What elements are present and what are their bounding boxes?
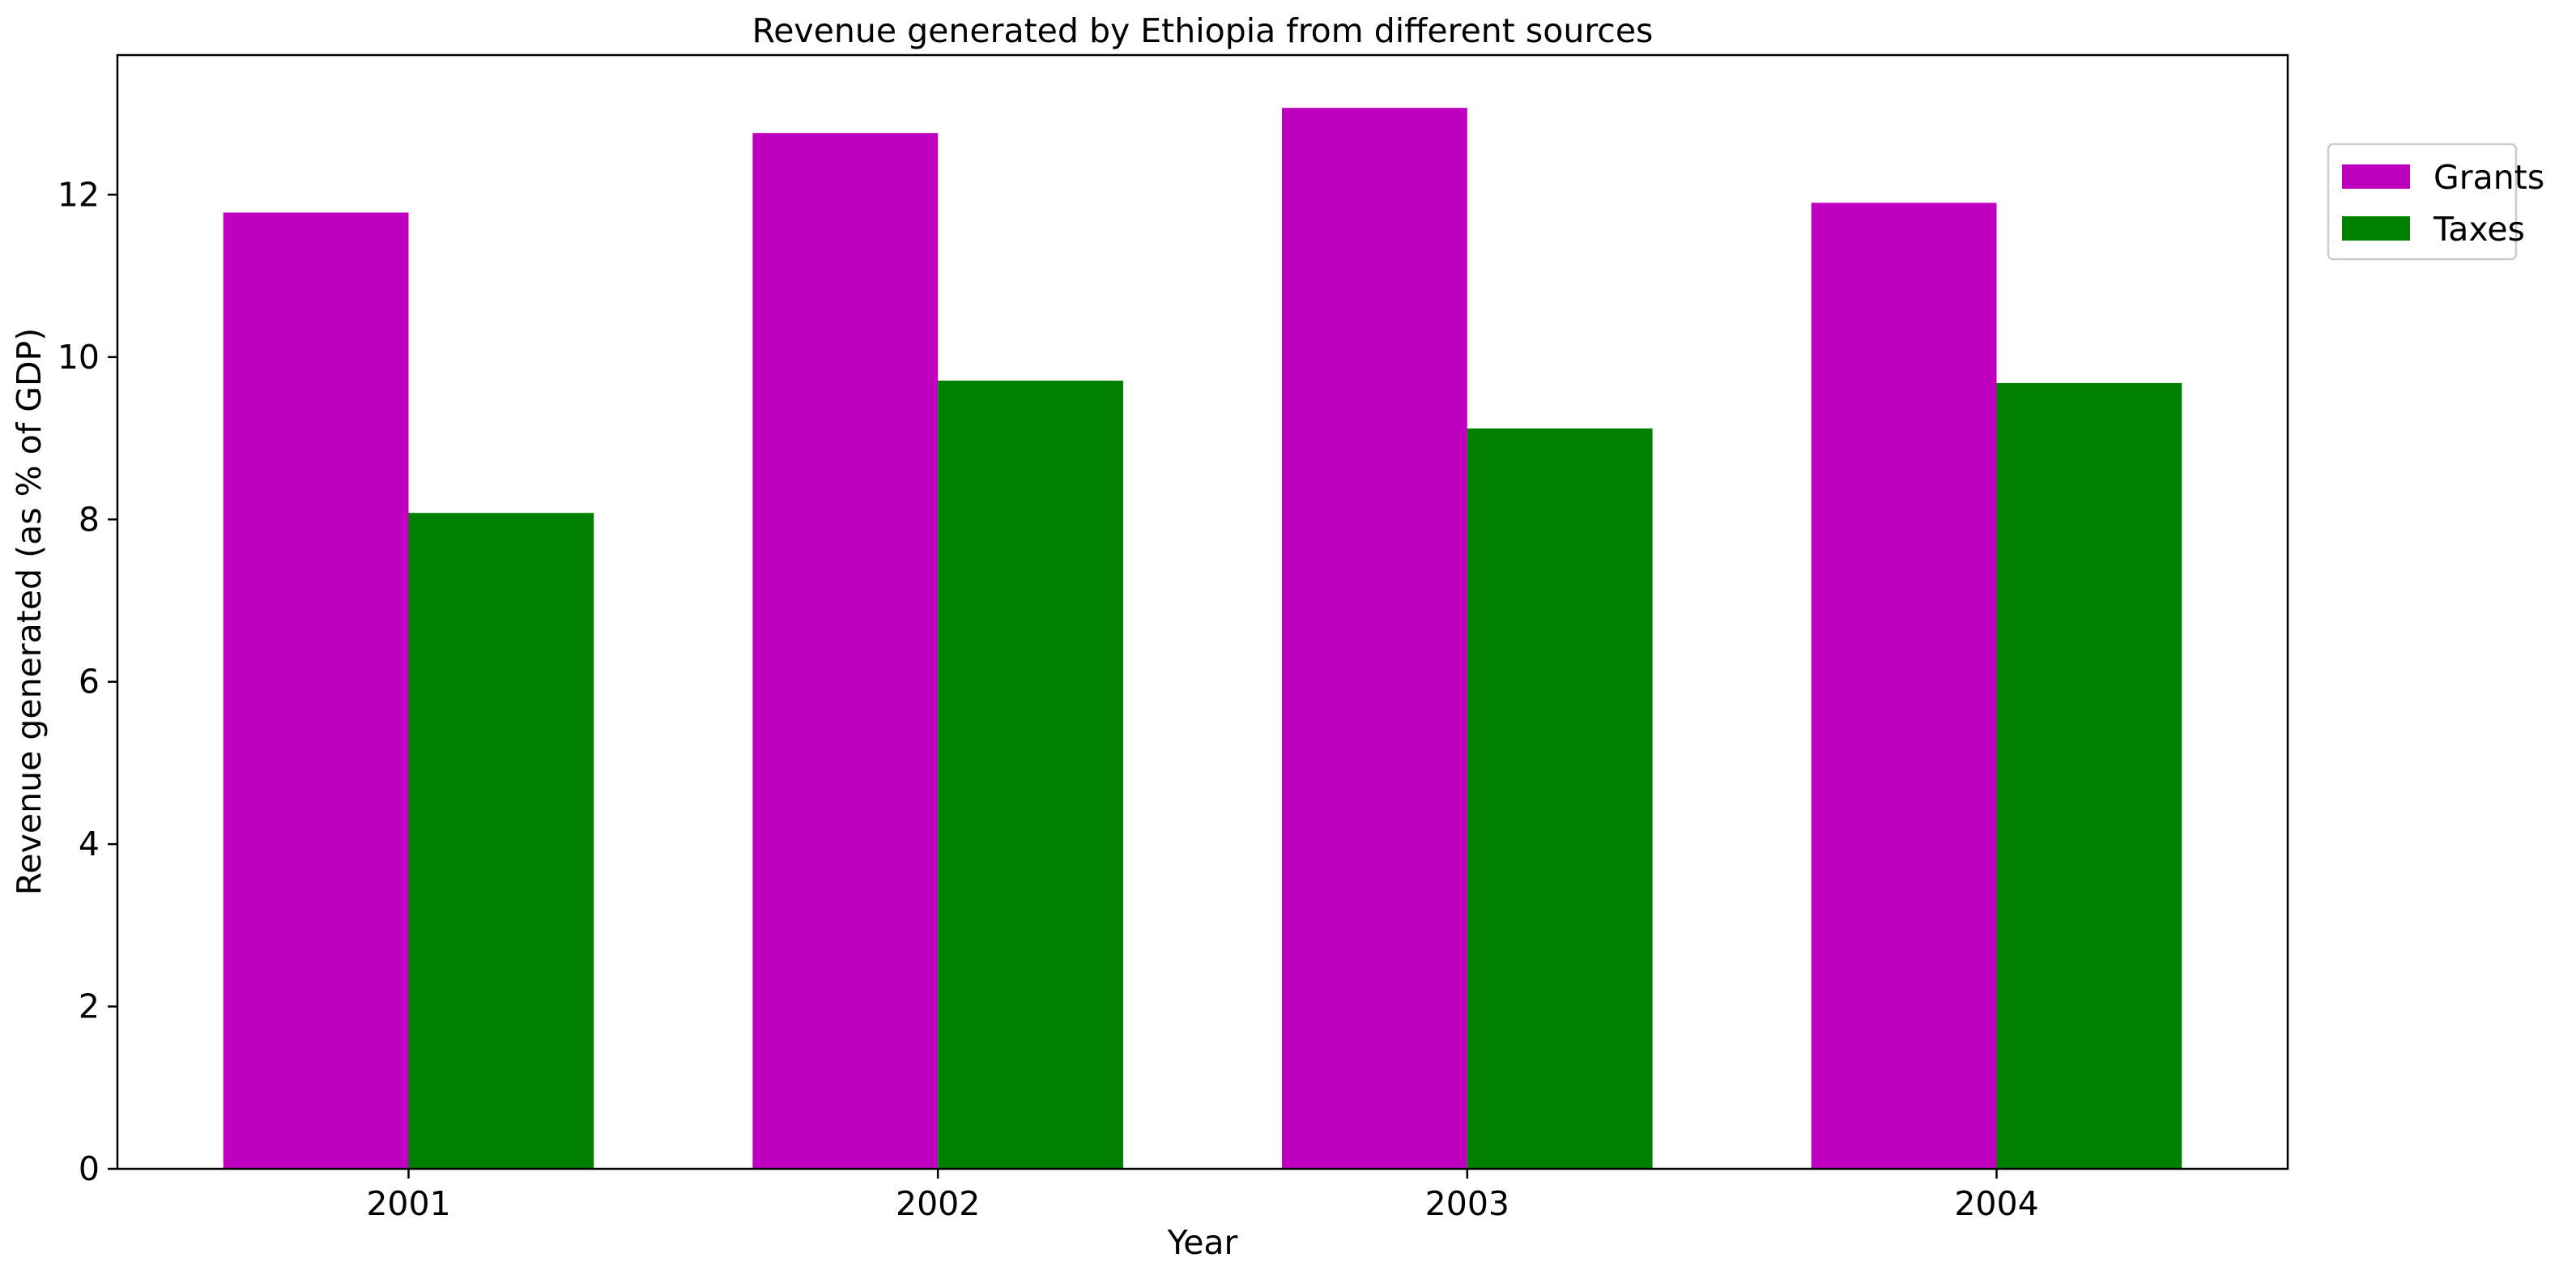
x-tick-label: 2002 <box>896 1184 980 1223</box>
y-tick-label: 0 <box>79 1149 100 1188</box>
y-tick-label: 2 <box>79 987 100 1026</box>
y-tick-label: 4 <box>79 825 100 863</box>
legend-swatch-grants <box>2342 164 2410 189</box>
y-tick-label: 10 <box>57 338 100 377</box>
plot-frame <box>116 53 2289 1170</box>
y-tick-label: 8 <box>79 500 100 539</box>
y-axis-label: Revenue generated (as % of GDP) <box>10 328 49 896</box>
bars-group <box>223 108 2182 1170</box>
bar-grants-2002 <box>752 133 939 1169</box>
legend-label-taxes: Taxes <box>2433 210 2525 249</box>
y-tick-label: 6 <box>79 663 100 701</box>
bar-taxes-2001 <box>408 513 594 1169</box>
bar-grants-2001 <box>223 212 409 1169</box>
y-axis: 0 2 4 6 8 10 12 <box>57 175 117 1188</box>
y-tick-label: 12 <box>57 175 100 214</box>
bar-taxes-2004 <box>1996 382 2182 1169</box>
bar-grants-2003 <box>1282 108 1467 1170</box>
legend-label-grants: Grants <box>2433 158 2544 197</box>
bar-taxes-2002 <box>938 380 1123 1169</box>
x-tick-label: 2003 <box>1425 1184 1509 1223</box>
bar-grants-2004 <box>1811 203 1997 1170</box>
x-tick-label: 2004 <box>1954 1184 2038 1223</box>
legend-swatch-taxes <box>2342 216 2410 241</box>
x-axis-label: Year <box>1167 1223 1238 1262</box>
chart-title: Revenue generated by Ethiopia from diffe… <box>752 11 1654 50</box>
x-axis: 2001 2002 2003 2004 <box>366 1169 2039 1223</box>
bar-taxes-2003 <box>1467 428 1653 1169</box>
x-tick-label: 2001 <box>366 1184 450 1223</box>
legend: Grants Taxes <box>2327 143 2544 261</box>
